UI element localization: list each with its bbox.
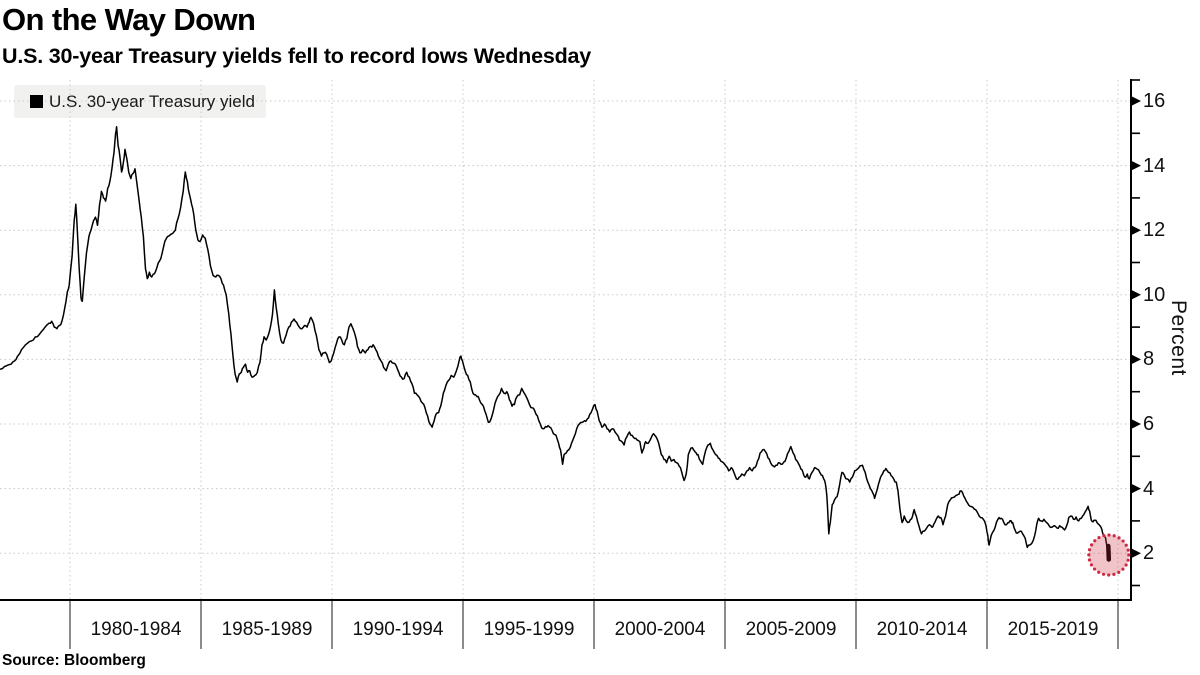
series-swatch-icon	[30, 95, 43, 108]
record-low-highlight	[1087, 533, 1131, 577]
source-credit: Source: Bloomberg	[2, 652, 146, 669]
x-tick-label: 1985-1989	[221, 619, 313, 640]
chart-subtitle: U.S. 30-year Treasury yields fell to rec…	[2, 44, 592, 68]
y-axis-title: Percent	[1167, 300, 1190, 376]
y-tick-label: 14	[1143, 155, 1166, 177]
x-tick-label: 2000-2004	[614, 619, 706, 640]
x-tick-label: 1995-1999	[483, 619, 575, 640]
x-tick-label: 2010-2014	[876, 619, 968, 640]
y-tick-label: 12	[1143, 219, 1166, 241]
x-tick-label: 2005-2009	[745, 619, 837, 640]
x-tick-label: 1980-1984	[90, 619, 182, 640]
y-tick-label: 10	[1143, 284, 1166, 306]
y-tick-label: 6	[1143, 413, 1155, 435]
legend-series-label: U.S. 30-year Treasury yield	[49, 91, 255, 111]
y-tick-label: 4	[1143, 478, 1155, 500]
x-tick-label: 1990-1994	[352, 619, 444, 640]
y-tick-label: 16	[1143, 90, 1166, 112]
y-tick-label: 8	[1143, 348, 1155, 370]
x-tick-label: 2015-2019	[1007, 619, 1099, 640]
y-tick-label: 2	[1143, 542, 1155, 564]
page-title: On the Way Down	[2, 2, 256, 37]
legend: U.S. 30-year Treasury yield	[14, 85, 255, 118]
